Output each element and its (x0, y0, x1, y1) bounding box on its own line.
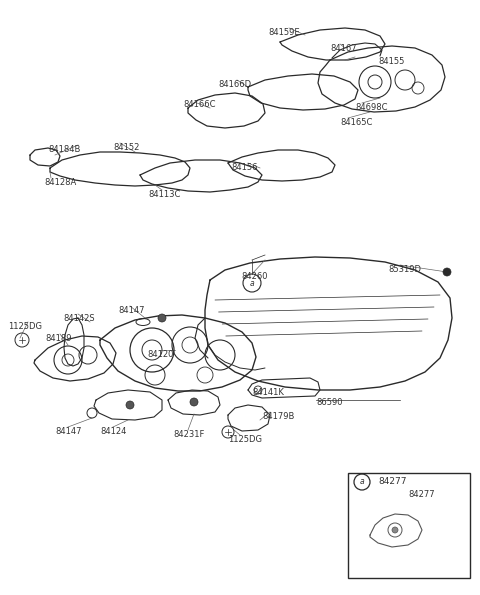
Circle shape (190, 398, 198, 406)
Text: 1125DG: 1125DG (8, 322, 42, 331)
Text: a: a (250, 278, 254, 287)
Text: 84128A: 84128A (44, 178, 76, 187)
Circle shape (392, 527, 398, 533)
Bar (348, 473, 470, 578)
Circle shape (158, 314, 166, 322)
Text: 84184B: 84184B (48, 145, 80, 154)
Text: 84167: 84167 (330, 44, 357, 53)
Text: 84152: 84152 (113, 143, 139, 152)
Text: 84277: 84277 (408, 490, 434, 499)
Circle shape (443, 268, 451, 276)
Text: 84113C: 84113C (148, 190, 180, 199)
Text: 84166C: 84166C (183, 100, 216, 109)
Text: 84156: 84156 (231, 163, 257, 172)
Text: 86590: 86590 (316, 398, 343, 407)
Text: 84147: 84147 (118, 306, 144, 315)
Text: 84124: 84124 (100, 427, 126, 436)
Text: 84165C: 84165C (340, 118, 372, 127)
Text: 84260: 84260 (241, 272, 267, 281)
Text: 84166D: 84166D (218, 80, 251, 89)
Text: a: a (360, 478, 364, 487)
Text: 84277: 84277 (378, 478, 407, 487)
Text: 84120: 84120 (147, 350, 173, 359)
Text: 84141K: 84141K (252, 388, 284, 397)
Text: 84179B: 84179B (262, 412, 294, 421)
Text: 84189: 84189 (45, 334, 72, 343)
Text: 84147: 84147 (55, 427, 82, 436)
Text: 84142S: 84142S (63, 314, 95, 323)
Text: 84698C: 84698C (355, 103, 387, 112)
Text: 84155: 84155 (378, 57, 404, 66)
Text: 85319D: 85319D (388, 265, 421, 274)
Circle shape (126, 401, 134, 409)
Text: 84159E: 84159E (268, 28, 300, 37)
Text: 84231F: 84231F (173, 430, 204, 439)
Text: 1125DG: 1125DG (228, 435, 262, 444)
